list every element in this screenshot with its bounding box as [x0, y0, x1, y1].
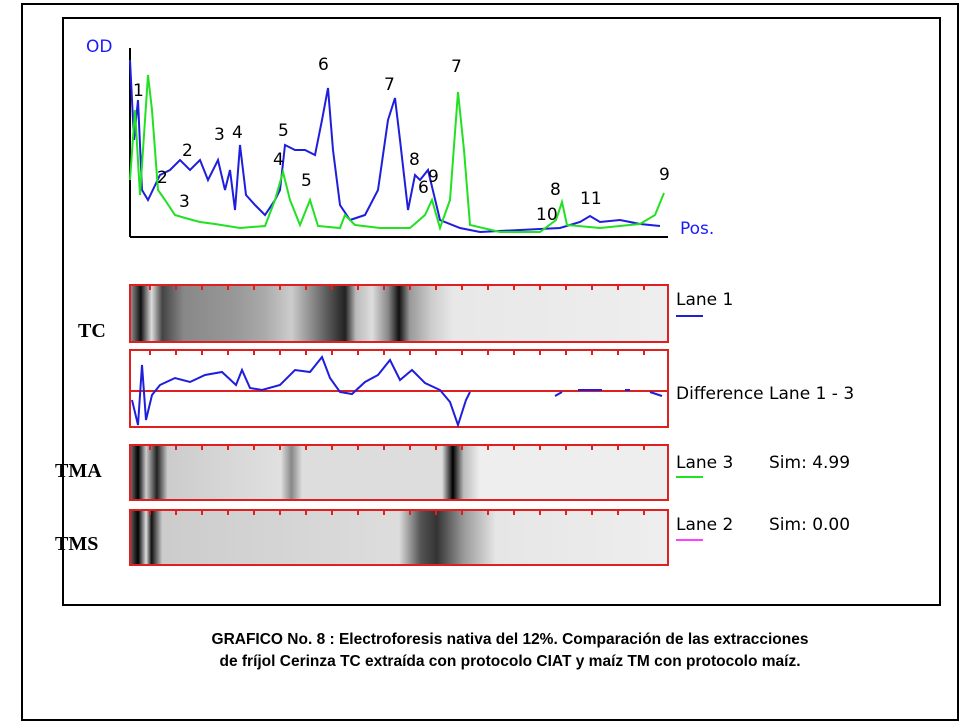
peak-label: 1 — [133, 81, 144, 101]
lane-1-gel — [129, 284, 669, 343]
y-axis-label: OD — [86, 37, 112, 57]
difference-box — [129, 349, 669, 428]
peak-label: 8 — [550, 180, 561, 200]
caption-line: de fríjol Cerinza TC extraída con protoc… — [219, 653, 800, 670]
peak-label: 9 — [659, 165, 670, 185]
peak-label: 5 — [301, 171, 312, 191]
peak-label: 2 — [157, 168, 168, 188]
page-border — [21, 3, 959, 721]
lane1-profile — [129, 59, 661, 234]
lane-label: Lane 3 — [676, 453, 733, 473]
peak-label: 2 — [182, 141, 193, 161]
peak-label: 6 — [318, 55, 329, 75]
x-axis-label: Pos. — [680, 219, 714, 239]
lane-tag: TMA — [55, 460, 102, 482]
peak-label: 6 — [418, 178, 429, 198]
peak-label: 7 — [451, 57, 462, 77]
lane-label: Difference Lane 1 - 3 — [676, 384, 854, 404]
lane-label: Lane 2 — [676, 515, 733, 535]
peak-label: 10 — [536, 205, 558, 225]
similarity: Sim: 0.00 — [769, 515, 850, 535]
caption-line: GRAFICO No. 8 : Electroforesis nativa de… — [212, 631, 809, 648]
peak-label: 9 — [428, 167, 439, 187]
difference-profile — [131, 355, 663, 429]
peak-label: 4 — [232, 123, 243, 143]
peak-label: 7 — [384, 75, 395, 95]
peak-label: 5 — [278, 121, 289, 141]
lane-2-gel — [129, 509, 669, 566]
lane-label: Lane 1 — [676, 290, 733, 310]
figure-border — [62, 17, 941, 606]
similarity: Sim: 4.99 — [769, 453, 850, 473]
peak-label: 11 — [580, 189, 602, 209]
lane-tag: TMS — [55, 533, 98, 555]
peak-label: 3 — [179, 192, 190, 212]
peak-label: 8 — [409, 150, 420, 170]
lane-tag: TC — [78, 320, 106, 342]
peak-label: 4 — [273, 150, 284, 170]
peak-label: 3 — [214, 125, 225, 145]
lane3-profile — [129, 74, 665, 233]
lane-3-gel — [129, 444, 669, 501]
